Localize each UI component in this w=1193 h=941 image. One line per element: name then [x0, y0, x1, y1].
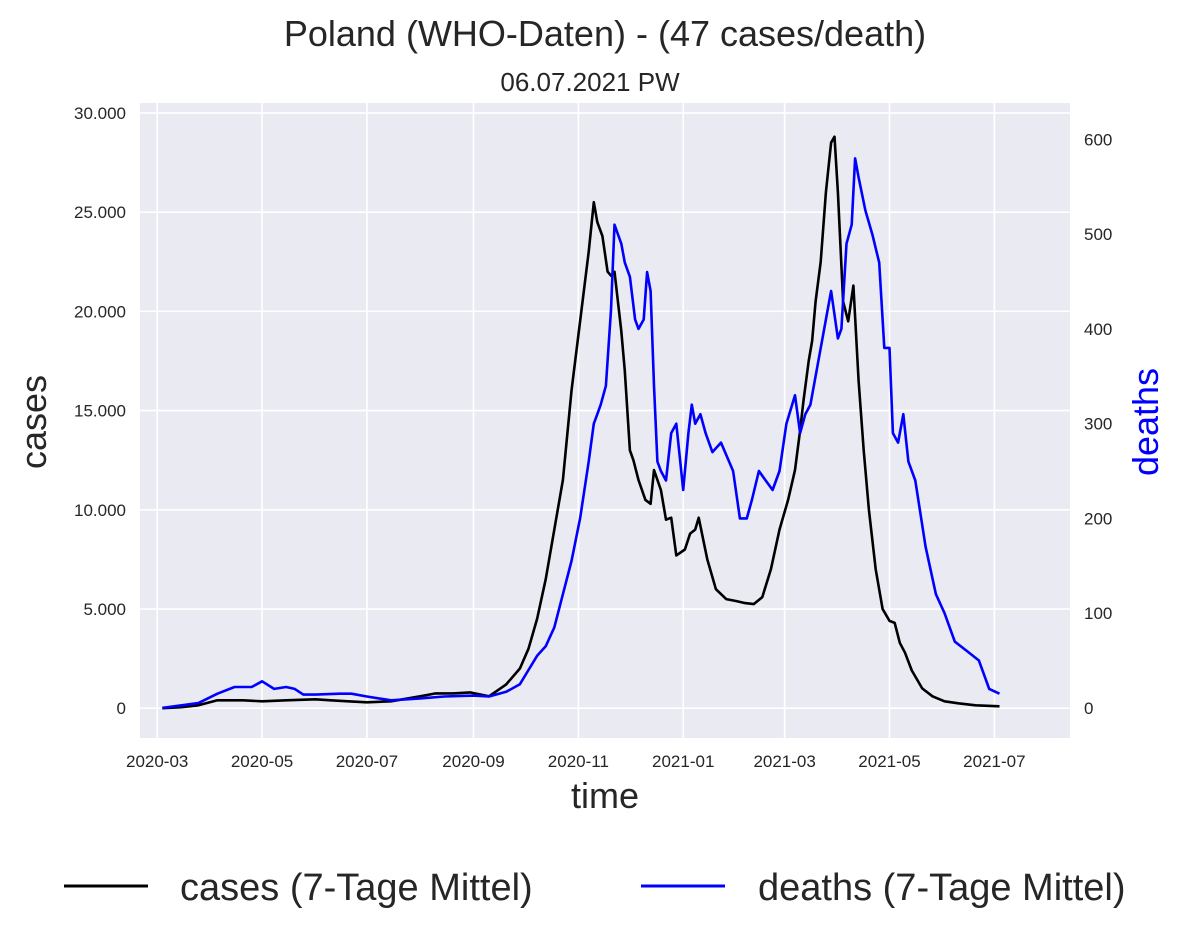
y-tick-label: 10.000	[74, 501, 126, 520]
x-tick-label: 2020-09	[442, 752, 504, 771]
y-tick-label: 5.000	[83, 600, 126, 619]
y2-tick-label: 100	[1084, 604, 1112, 623]
y-axis-ticks: 0 5.000 10.000 15.000 20.000 25.000 30.000	[74, 104, 126, 718]
y-tick-label: 25.000	[74, 203, 126, 222]
x-tick-label: 2020-11	[548, 752, 609, 771]
x-tick-label: 2021-07	[963, 752, 1025, 771]
y-tick-label: 0	[117, 699, 126, 718]
chart-title: Poland (WHO-Daten) - (47 cases/death)	[284, 13, 926, 54]
series-lines	[162, 135, 1001, 710]
x-tick-label: 2021-03	[753, 752, 815, 771]
x-axis-label: time	[571, 775, 639, 816]
y2-tick-label: 600	[1084, 130, 1112, 149]
y-tick-label: 20.000	[74, 302, 126, 321]
y2-tick-label: 500	[1084, 225, 1112, 244]
x-tick-label: 2020-03	[126, 752, 188, 771]
legend-label-cases: cases (7-Tage Mittel)	[180, 867, 533, 909]
y2-tick-label: 300	[1084, 415, 1112, 434]
y2-axis-label: deaths	[1125, 368, 1166, 476]
x-tick-label: 2021-05	[858, 752, 920, 771]
x-tick-label: 2021-01	[652, 752, 714, 771]
deaths-line	[162, 157, 1001, 710]
y2-tick-label: 400	[1084, 320, 1112, 339]
chart-subtitle: 06.07.2021 PW	[500, 67, 680, 97]
x-tick-label: 2020-05	[231, 752, 293, 771]
cases-line	[162, 135, 1000, 710]
y2-axis-ticks: 0 100 200 300 400 500 600	[1084, 130, 1112, 717]
y-axis-label: cases	[13, 375, 54, 469]
legend: cases (7-Tage Mittel) deaths (7-Tage Mit…	[64, 867, 1126, 909]
y-tick-label: 30.000	[74, 104, 126, 123]
grid	[140, 103, 1070, 738]
y2-tick-label: 0	[1084, 699, 1093, 718]
y2-tick-label: 200	[1084, 509, 1112, 528]
legend-label-deaths: deaths (7-Tage Mittel)	[758, 867, 1126, 909]
y-tick-label: 15.000	[74, 402, 126, 421]
x-axis-ticks: 2020-03 2020-05 2020-07 2020-09 2020-11 2021-…	[126, 752, 1026, 771]
plot-area	[140, 103, 1070, 738]
x-tick-label: 2020-07	[336, 752, 398, 771]
